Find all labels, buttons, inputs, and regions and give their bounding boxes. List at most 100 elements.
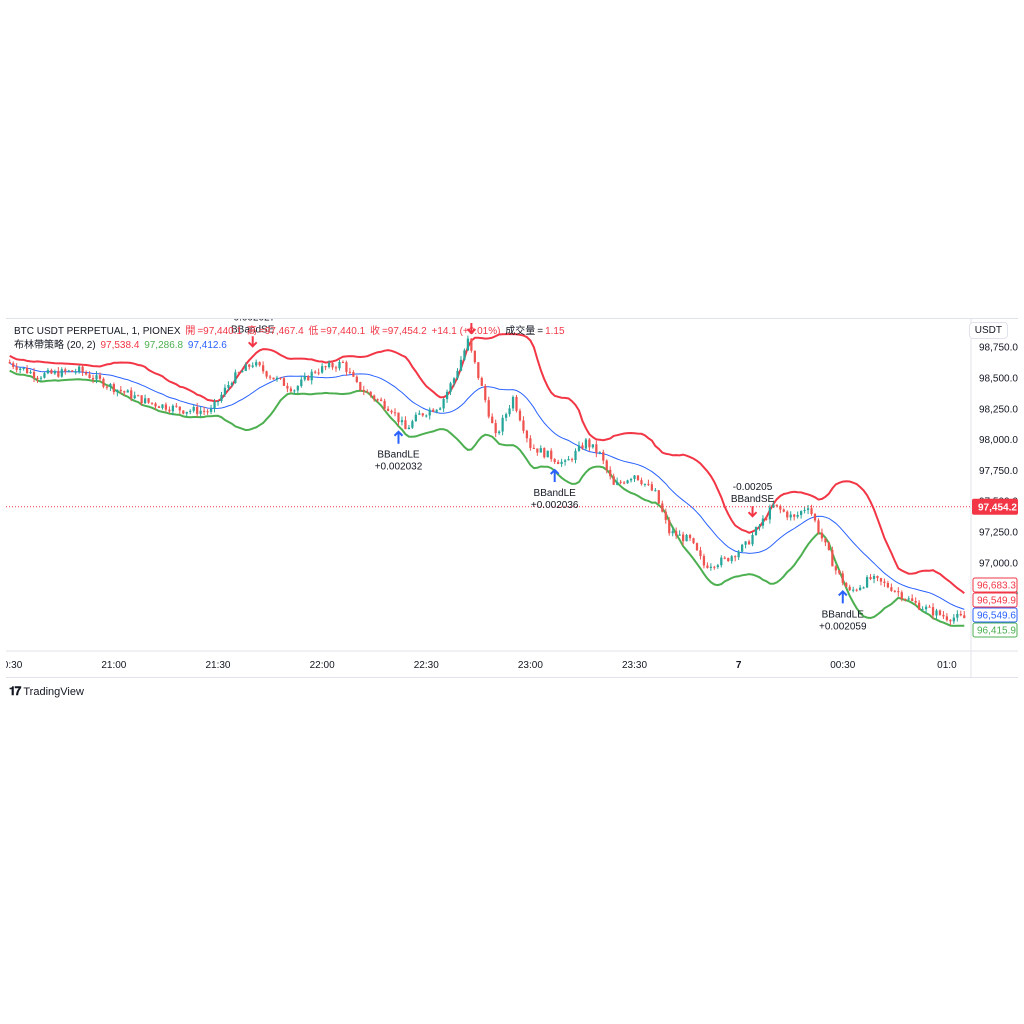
candle-body	[220, 394, 223, 402]
candle-body	[553, 459, 556, 462]
candle-body	[862, 587, 865, 589]
candle-body	[84, 372, 88, 375]
candle-body	[418, 413, 421, 415]
candle-body	[359, 382, 362, 391]
open-label: 開	[185, 326, 196, 337]
candle-body	[310, 371, 313, 381]
candle-body	[869, 577, 872, 579]
candle-body	[758, 525, 761, 528]
candle-body	[171, 405, 175, 412]
y-tick-label: 97,250.0	[979, 527, 1018, 538]
candle-body	[640, 480, 643, 485]
candle-body	[348, 371, 352, 373]
candle-body	[64, 369, 67, 372]
candle-body	[43, 373, 46, 378]
candle-body	[314, 371, 317, 373]
candle-body	[629, 478, 633, 481]
upper-band-value: 97,538.4	[100, 340, 140, 351]
open-value: =97,440.1	[197, 326, 243, 337]
candle-body	[633, 475, 636, 479]
candle-body	[813, 514, 817, 521]
candle-body	[355, 376, 358, 383]
band-value-tag-label: 96,549.9	[977, 596, 1016, 607]
chart-canvas[interactable]: 96,750.097,000.097,250.097,500.097,750.0…	[6, 319, 1018, 677]
candle-body	[480, 377, 483, 386]
candle-body	[237, 372, 240, 374]
candle-body	[831, 550, 834, 567]
chart-frame: 96,750.097,000.097,250.097,500.097,750.0…	[6, 318, 1018, 678]
candle-body	[647, 483, 650, 485]
candle-body	[192, 406, 195, 411]
candle-body	[827, 542, 831, 551]
candle-body	[740, 544, 744, 552]
band-value-tag	[972, 622, 1018, 638]
indicator-legend[interactable]: 布林帶策略 (20, 2) 97,538.4 97,286.8 97,412.6	[14, 336, 229, 351]
signal-profit-label: +0.002032	[375, 462, 423, 473]
candle-body	[369, 391, 372, 396]
candle-body	[189, 410, 192, 412]
candle-body	[459, 359, 463, 371]
candle-body	[202, 410, 206, 412]
volume-value: 1.15	[545, 326, 565, 337]
tradingview-logo[interactable]: 𝟏𝟕 TradingView	[9, 684, 84, 699]
candle-body	[223, 387, 227, 395]
candle-body	[595, 444, 598, 453]
candle-body	[557, 461, 560, 465]
candle-body	[50, 370, 53, 374]
candle-body	[661, 503, 664, 512]
candle-body	[952, 617, 955, 622]
candle-body	[140, 395, 143, 404]
candle-body	[668, 519, 671, 534]
candle-body	[921, 609, 924, 611]
candle-body	[938, 610, 942, 615]
symbol-legend[interactable]: BTC USDT PERPETUAL, 1, PIONEX 開 =97,440.1…	[14, 326, 565, 337]
y-tick-label: 97,000.0	[979, 558, 1018, 569]
candle-body	[442, 399, 445, 409]
candle-body	[848, 586, 851, 591]
candle-body	[935, 610, 938, 616]
candle-body	[67, 370, 70, 372]
candle-body	[602, 452, 605, 461]
candle-body	[362, 390, 365, 392]
candle-body	[574, 450, 577, 461]
symbol-name: BTC USDT PERPETUAL, 1, PIONEX	[14, 326, 181, 337]
low-value: =97,440.1	[320, 326, 366, 337]
high-label: 高	[246, 326, 257, 337]
candle-body	[588, 439, 591, 448]
candle-body	[890, 587, 893, 591]
candle-body	[643, 483, 647, 485]
unit-label[interactable]: USDT	[968, 322, 1008, 339]
candle-body	[397, 412, 400, 423]
band-value-tag-label: 96,683.3	[977, 581, 1016, 592]
candle-body	[609, 469, 612, 477]
tradingview-wordmark: TradingView	[23, 685, 84, 698]
candle-body	[709, 566, 713, 568]
candle-body	[945, 616, 949, 621]
candle-body	[289, 388, 293, 392]
candle-body	[244, 364, 247, 371]
candle-body	[744, 541, 747, 545]
candle-body	[671, 531, 674, 534]
signal-name-label: BBandLE	[822, 609, 865, 620]
candle-body	[956, 613, 959, 618]
candle-body	[81, 366, 84, 373]
candle-body	[91, 378, 95, 380]
candle-body	[727, 558, 730, 562]
candle-body	[57, 371, 60, 377]
candle-body	[508, 408, 511, 415]
candle-body	[12, 363, 15, 367]
candle-body	[685, 534, 688, 542]
candle-body	[845, 583, 848, 587]
candle-body	[109, 384, 112, 387]
candle-body	[737, 551, 740, 558]
x-tick-label: 22:00	[310, 660, 335, 671]
current-price-tag	[972, 498, 1018, 515]
candle-body	[331, 362, 334, 368]
candle-body	[713, 566, 716, 568]
candle-body	[886, 582, 890, 588]
candle-body	[102, 378, 105, 387]
candle-body	[286, 385, 289, 389]
candle-body	[924, 606, 928, 610]
candle-body	[768, 507, 772, 520]
candle-body	[327, 362, 331, 368]
